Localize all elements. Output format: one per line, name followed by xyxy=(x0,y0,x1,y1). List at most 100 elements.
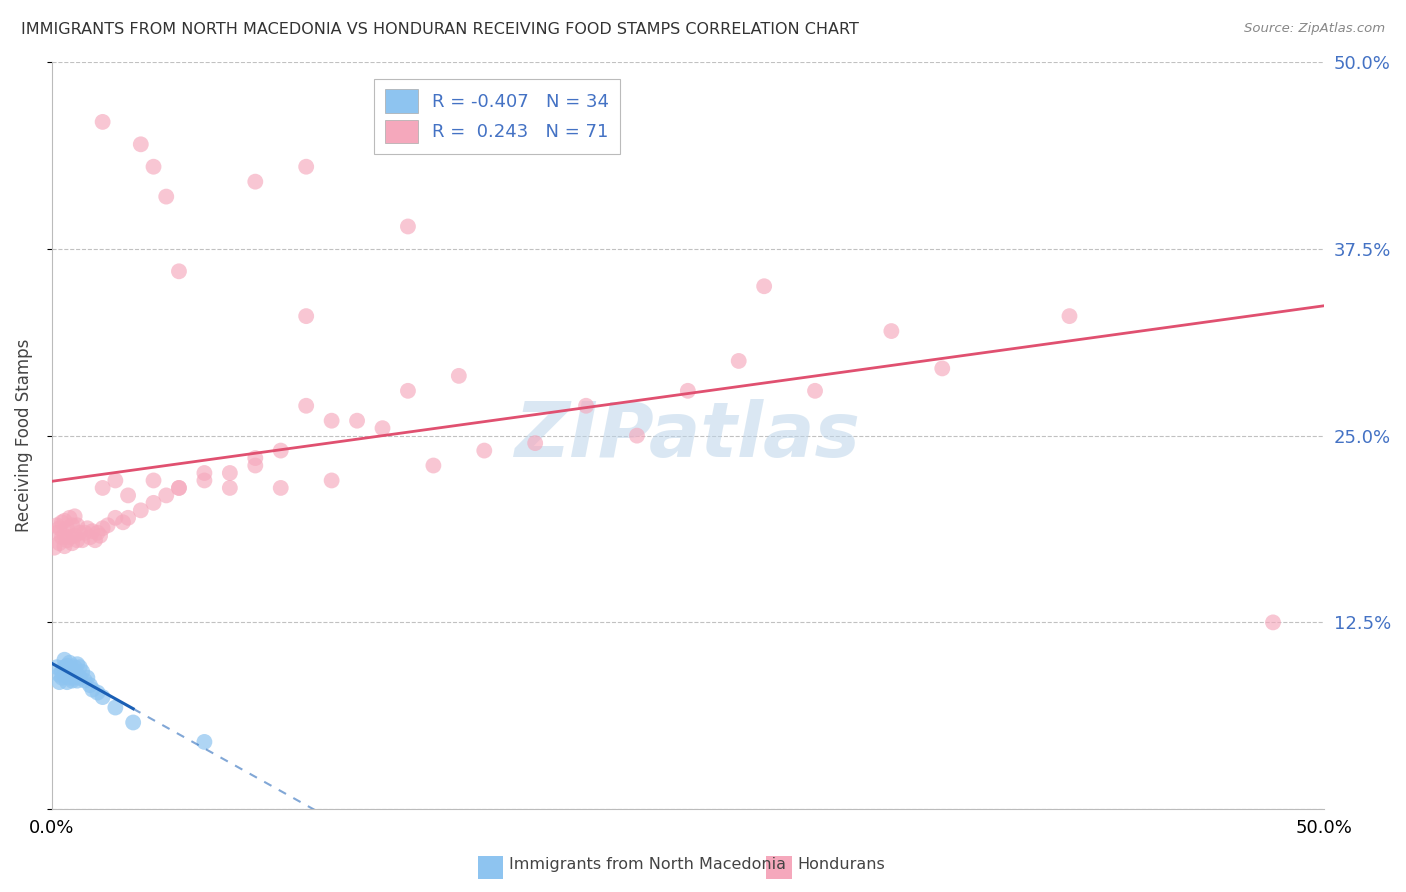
Point xyxy=(48,521,70,535)
Point xyxy=(66,673,89,688)
Point xyxy=(56,663,79,677)
Point xyxy=(63,529,86,543)
Point xyxy=(804,384,827,398)
Point xyxy=(53,660,76,674)
Point xyxy=(472,443,495,458)
Text: Source: ZipAtlas.com: Source: ZipAtlas.com xyxy=(1244,22,1385,36)
Point xyxy=(295,309,318,323)
Point xyxy=(53,667,76,681)
Point xyxy=(91,521,114,535)
Point xyxy=(51,530,73,544)
Point xyxy=(880,324,903,338)
Point xyxy=(63,509,86,524)
Point xyxy=(86,685,108,699)
Point xyxy=(142,160,165,174)
Y-axis label: Receiving Food Stamps: Receiving Food Stamps xyxy=(15,339,32,533)
Point xyxy=(73,525,96,540)
Point xyxy=(69,525,91,540)
Point xyxy=(155,488,177,502)
Point xyxy=(1261,615,1284,630)
Point xyxy=(295,399,318,413)
Point xyxy=(167,481,190,495)
Point xyxy=(58,671,80,685)
Point xyxy=(86,525,108,540)
Point xyxy=(60,662,83,676)
Point xyxy=(58,530,80,544)
Point xyxy=(218,481,240,495)
Point xyxy=(79,678,101,692)
Point xyxy=(626,428,648,442)
Point xyxy=(51,671,73,685)
Point xyxy=(117,488,139,502)
Point xyxy=(84,533,107,548)
Point xyxy=(193,474,215,488)
Point xyxy=(295,160,318,174)
Point xyxy=(45,525,67,540)
Point xyxy=(396,219,419,234)
Point xyxy=(142,474,165,488)
Point xyxy=(91,115,114,129)
Point xyxy=(193,466,215,480)
Text: Immigrants from North Macedonia: Immigrants from North Macedonia xyxy=(509,857,786,872)
Point xyxy=(155,189,177,203)
Point xyxy=(167,481,190,495)
Point xyxy=(58,511,80,525)
Point xyxy=(89,529,111,543)
Point xyxy=(56,521,79,535)
Point xyxy=(73,673,96,688)
Point xyxy=(60,667,83,681)
Point xyxy=(48,667,70,681)
Point xyxy=(91,690,114,704)
Point xyxy=(69,660,91,674)
Point xyxy=(270,481,292,495)
Point xyxy=(72,533,94,548)
Point xyxy=(104,700,127,714)
Point xyxy=(48,536,70,550)
Point xyxy=(45,518,67,533)
Point xyxy=(56,533,79,548)
Point xyxy=(122,715,145,730)
Point xyxy=(245,175,267,189)
Point xyxy=(48,675,70,690)
Point xyxy=(245,451,267,466)
Point xyxy=(97,518,120,533)
Point xyxy=(45,660,67,674)
Point xyxy=(66,667,89,681)
Point xyxy=(218,466,240,480)
Point xyxy=(321,474,343,488)
Point xyxy=(44,541,66,555)
Point xyxy=(167,264,190,278)
Text: ZIPatlas: ZIPatlas xyxy=(515,399,860,473)
Point xyxy=(63,671,86,685)
Point xyxy=(111,516,134,530)
Point xyxy=(524,436,547,450)
Point xyxy=(66,657,89,672)
Point xyxy=(117,511,139,525)
Point xyxy=(53,529,76,543)
Point xyxy=(82,682,104,697)
Point xyxy=(58,665,80,679)
Point xyxy=(752,279,775,293)
Point xyxy=(245,458,267,473)
Point xyxy=(76,521,98,535)
Point xyxy=(79,530,101,544)
Point xyxy=(422,458,444,473)
Point xyxy=(66,533,89,548)
Point xyxy=(193,735,215,749)
Point xyxy=(72,665,94,679)
Point xyxy=(931,361,953,376)
Legend: R = -0.407   N = 34, R =  0.243   N = 71: R = -0.407 N = 34, R = 0.243 N = 71 xyxy=(374,78,620,154)
Point xyxy=(63,660,86,674)
Point xyxy=(51,665,73,679)
Point xyxy=(56,675,79,690)
Point xyxy=(69,671,91,685)
Point xyxy=(1059,309,1081,323)
Point xyxy=(142,496,165,510)
Point xyxy=(676,384,699,398)
Point xyxy=(129,137,152,152)
Point xyxy=(447,368,470,383)
Point xyxy=(321,414,343,428)
Point xyxy=(129,503,152,517)
Point xyxy=(575,399,598,413)
Point xyxy=(53,539,76,553)
